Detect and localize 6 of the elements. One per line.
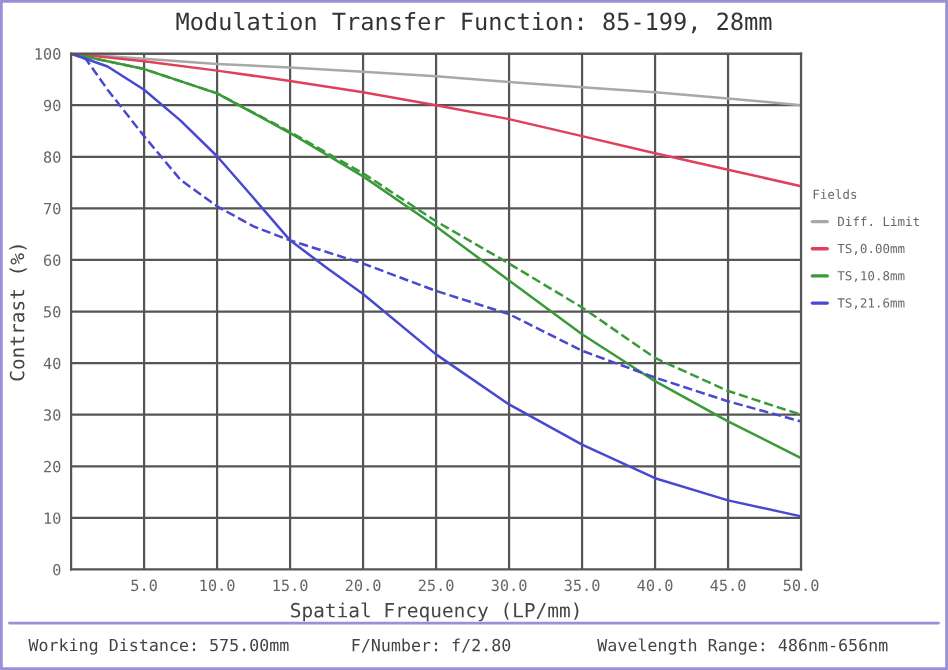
chart-title: Modulation Transfer Function: 85-199, 28mm [176,11,772,34]
text: Working Distance: 575.00mm [28,638,289,655]
text: Wavelength Range: 486nm-656nm [597,638,888,655]
y-axis-title: Contrast (%) [9,245,27,381]
x-axis-title: Spatial Frequency (LP/mm) [291,602,579,622]
text: F/Number: f/2.80 [352,638,511,653]
